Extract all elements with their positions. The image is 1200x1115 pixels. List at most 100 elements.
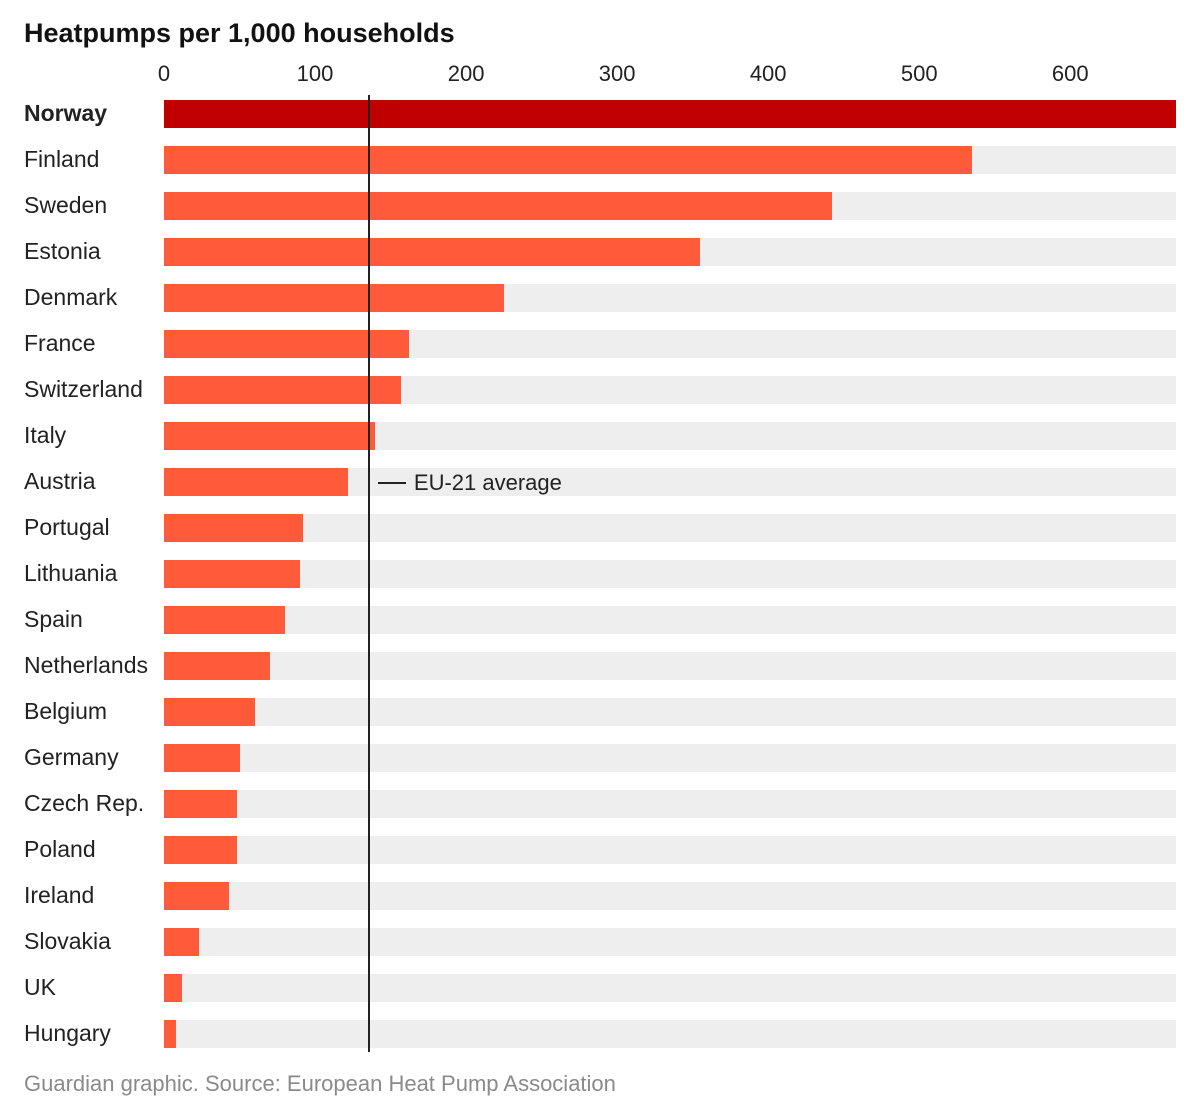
bar: [164, 836, 237, 864]
chart-container: Heatpumps per 1,000 households 0 100 200 30…: [0, 0, 1200, 1115]
category-label: Finland: [24, 148, 164, 171]
category-label: France: [24, 332, 164, 355]
bar-row: Finland: [24, 141, 1176, 178]
bar: [164, 284, 504, 312]
bar-row: Germany: [24, 739, 1176, 776]
bar-row: Estonia: [24, 233, 1176, 270]
x-axis-tick: 600: [1052, 61, 1089, 87]
bar: [164, 974, 182, 1002]
bar: [164, 238, 700, 266]
bar-track: [164, 882, 1176, 910]
bar: [164, 422, 375, 450]
bar-row: Czech Rep.: [24, 785, 1176, 822]
x-axis-tick: 0: [158, 61, 170, 87]
bar: [164, 100, 1176, 128]
bar-track: [164, 974, 1176, 1002]
x-axis-tick: 200: [448, 61, 485, 87]
x-axis: 0 100 200 300 400 500 600: [24, 61, 1176, 95]
bar-row: Switzerland: [24, 371, 1176, 408]
bar-row: Ireland: [24, 877, 1176, 914]
bar-track: [164, 238, 1176, 266]
category-label: Poland: [24, 838, 164, 861]
category-label: Estonia: [24, 240, 164, 263]
bar: [164, 376, 401, 404]
bar-track: [164, 284, 1176, 312]
bar-row: France: [24, 325, 1176, 362]
bar-track: [164, 146, 1176, 174]
bar-row: Italy: [24, 417, 1176, 454]
category-label: Czech Rep.: [24, 792, 164, 815]
category-label: Netherlands: [24, 654, 164, 677]
category-label: Norway: [24, 102, 164, 125]
bar: [164, 192, 832, 220]
bar: [164, 882, 229, 910]
bar-track: [164, 652, 1176, 680]
eu-average-tick: [378, 482, 406, 484]
bar-track: [164, 514, 1176, 542]
bar-track: [164, 468, 1176, 496]
x-axis-tick: 500: [901, 61, 938, 87]
bar-track: [164, 790, 1176, 818]
category-label: Portugal: [24, 516, 164, 539]
bar: [164, 744, 240, 772]
bar-track: [164, 192, 1176, 220]
bar: [164, 928, 199, 956]
category-label: Hungary: [24, 1022, 164, 1045]
bar-track: [164, 560, 1176, 588]
bar: [164, 468, 348, 496]
category-label: Slovakia: [24, 930, 164, 953]
bar-track: [164, 698, 1176, 726]
bar-track: [164, 376, 1176, 404]
category-label: Spain: [24, 608, 164, 631]
chart-area: 0 100 200 300 400 500 600 Norway Finland Sweden E…: [24, 61, 1176, 1051]
bar-row: Norway: [24, 95, 1176, 132]
bar: [164, 790, 237, 818]
bar-row: Austria: [24, 463, 1176, 500]
bar: [164, 330, 409, 358]
chart-source: Guardian graphic. Source: European Heat …: [24, 1071, 616, 1097]
bar-track: [164, 928, 1176, 956]
eu-average-text: EU-21 average: [414, 470, 562, 496]
category-label: Lithuania: [24, 562, 164, 585]
bar: [164, 606, 285, 634]
bar-track: [164, 744, 1176, 772]
bar: [164, 560, 300, 588]
eu-average-line: [368, 95, 370, 1052]
bar-row: Slovakia: [24, 923, 1176, 960]
category-label: UK: [24, 976, 164, 999]
category-label: Sweden: [24, 194, 164, 217]
category-label: Belgium: [24, 700, 164, 723]
category-label: Austria: [24, 470, 164, 493]
bar-row: Netherlands: [24, 647, 1176, 684]
category-label: Italy: [24, 424, 164, 447]
bar-track: [164, 1020, 1176, 1048]
bar-row: Spain: [24, 601, 1176, 638]
x-axis-tick: 400: [750, 61, 787, 87]
category-label: Switzerland: [24, 378, 164, 401]
category-label: Germany: [24, 746, 164, 769]
eu-average-label: EU-21 average: [378, 470, 562, 496]
category-label: Ireland: [24, 884, 164, 907]
bar: [164, 1020, 176, 1048]
bar-row: Portugal: [24, 509, 1176, 546]
bar-row: Lithuania: [24, 555, 1176, 592]
bar: [164, 514, 303, 542]
bar-track: [164, 422, 1176, 450]
bar-row: Belgium: [24, 693, 1176, 730]
bar-track: [164, 100, 1176, 128]
bar-track: [164, 330, 1176, 358]
bar-row: Sweden: [24, 187, 1176, 224]
category-label: Denmark: [24, 286, 164, 309]
x-axis-tick: 100: [297, 61, 334, 87]
bar-row: Denmark: [24, 279, 1176, 316]
x-axis-tick: 300: [599, 61, 636, 87]
chart-title: Heatpumps per 1,000 households: [24, 18, 1176, 49]
bar-row: UK: [24, 969, 1176, 1006]
bar-track: [164, 836, 1176, 864]
bar: [164, 652, 270, 680]
bar: [164, 698, 255, 726]
bar-track: [164, 606, 1176, 634]
bar-row: Hungary: [24, 1015, 1176, 1052]
bars-group: Norway Finland Sweden Estonia Denmark France S…: [24, 95, 1176, 1052]
bar-row: Poland: [24, 831, 1176, 868]
